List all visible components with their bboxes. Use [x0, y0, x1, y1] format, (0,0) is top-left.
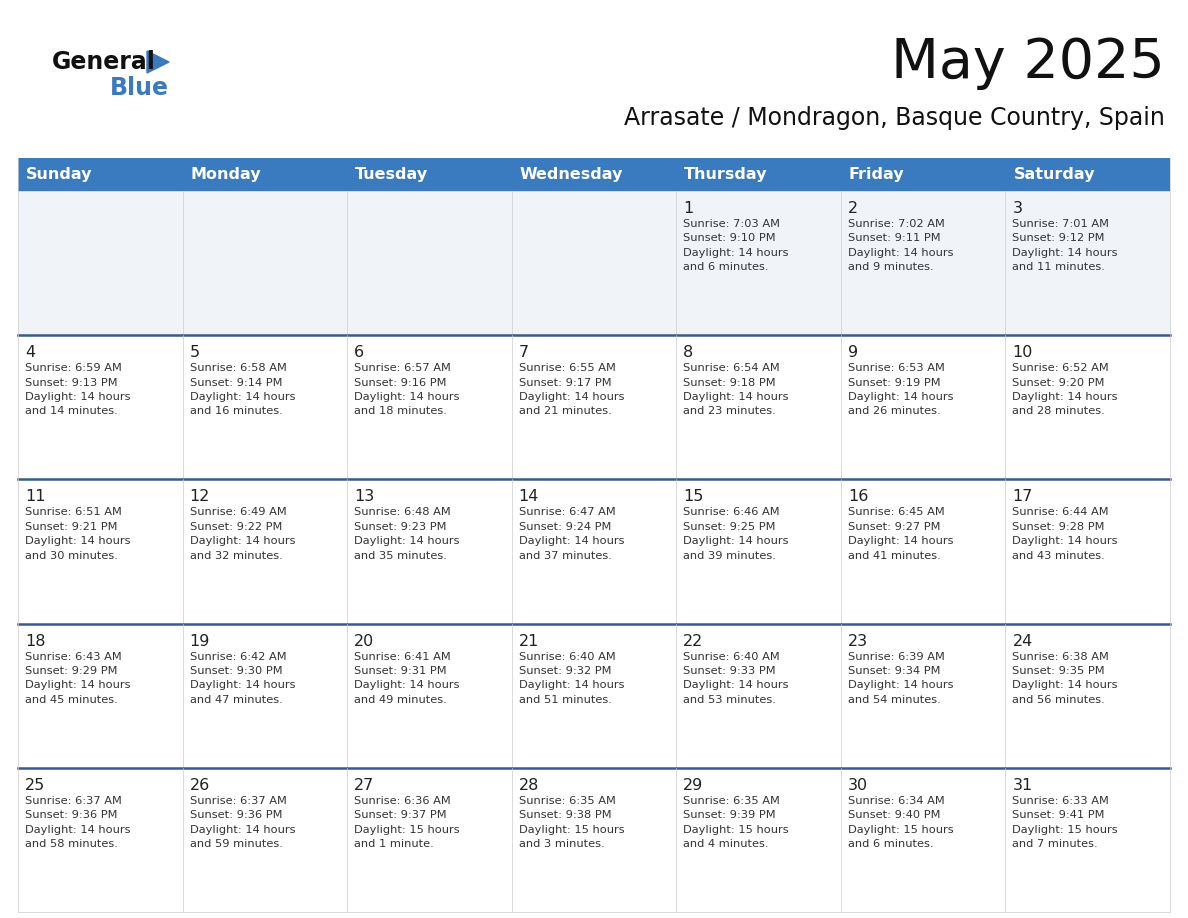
Text: Sunrise: 6:47 AM
Sunset: 9:24 PM
Daylight: 14 hours
and 37 minutes.: Sunrise: 6:47 AM Sunset: 9:24 PM Dayligh…	[519, 508, 624, 561]
Bar	[18, 158, 1170, 191]
Text: 16: 16	[848, 489, 868, 504]
Bar	[18, 191, 1170, 335]
Text: May 2025: May 2025	[891, 36, 1165, 90]
Text: Sunrise: 6:48 AM
Sunset: 9:23 PM
Daylight: 14 hours
and 35 minutes.: Sunrise: 6:48 AM Sunset: 9:23 PM Dayligh…	[354, 508, 460, 561]
Text: Sunday: Sunday	[26, 167, 93, 182]
Text: Sunrise: 6:42 AM
Sunset: 9:30 PM
Daylight: 14 hours
and 47 minutes.: Sunrise: 6:42 AM Sunset: 9:30 PM Dayligh…	[190, 652, 295, 705]
Text: Sunrise: 6:43 AM
Sunset: 9:29 PM
Daylight: 14 hours
and 45 minutes.: Sunrise: 6:43 AM Sunset: 9:29 PM Dayligh…	[25, 652, 131, 705]
Text: General: General	[52, 50, 156, 74]
Text: Arrasate / Mondragon, Basque Country, Spain: Arrasate / Mondragon, Basque Country, Sp…	[624, 106, 1165, 130]
Text: 30: 30	[848, 778, 868, 793]
Text: Sunrise: 6:44 AM
Sunset: 9:28 PM
Daylight: 14 hours
and 43 minutes.: Sunrise: 6:44 AM Sunset: 9:28 PM Dayligh…	[1012, 508, 1118, 561]
Bar	[18, 479, 1170, 623]
Bar	[18, 767, 1170, 912]
Text: Sunrise: 6:39 AM
Sunset: 9:34 PM
Daylight: 14 hours
and 54 minutes.: Sunrise: 6:39 AM Sunset: 9:34 PM Dayligh…	[848, 652, 953, 705]
Text: Friday: Friday	[849, 167, 904, 182]
Text: Sunrise: 6:46 AM
Sunset: 9:25 PM
Daylight: 14 hours
and 39 minutes.: Sunrise: 6:46 AM Sunset: 9:25 PM Dayligh…	[683, 508, 789, 561]
Text: Sunrise: 6:38 AM
Sunset: 9:35 PM
Daylight: 14 hours
and 56 minutes.: Sunrise: 6:38 AM Sunset: 9:35 PM Dayligh…	[1012, 652, 1118, 705]
Text: Sunrise: 6:53 AM
Sunset: 9:19 PM
Daylight: 14 hours
and 26 minutes.: Sunrise: 6:53 AM Sunset: 9:19 PM Dayligh…	[848, 364, 953, 417]
Text: Sunrise: 6:40 AM
Sunset: 9:32 PM
Daylight: 14 hours
and 51 minutes.: Sunrise: 6:40 AM Sunset: 9:32 PM Dayligh…	[519, 652, 624, 705]
Text: 23: 23	[848, 633, 868, 649]
Text: Sunrise: 6:37 AM
Sunset: 9:36 PM
Daylight: 14 hours
and 59 minutes.: Sunrise: 6:37 AM Sunset: 9:36 PM Dayligh…	[190, 796, 295, 849]
Text: 28: 28	[519, 778, 539, 793]
Text: Sunrise: 6:34 AM
Sunset: 9:40 PM
Daylight: 15 hours
and 6 minutes.: Sunrise: 6:34 AM Sunset: 9:40 PM Dayligh…	[848, 796, 954, 849]
Text: Sunrise: 6:59 AM
Sunset: 9:13 PM
Daylight: 14 hours
and 14 minutes.: Sunrise: 6:59 AM Sunset: 9:13 PM Dayligh…	[25, 364, 131, 417]
Text: Sunrise: 6:33 AM
Sunset: 9:41 PM
Daylight: 15 hours
and 7 minutes.: Sunrise: 6:33 AM Sunset: 9:41 PM Dayligh…	[1012, 796, 1118, 849]
Text: 5: 5	[190, 345, 200, 360]
Text: 25: 25	[25, 778, 45, 793]
Text: Sunrise: 7:02 AM
Sunset: 9:11 PM
Daylight: 14 hours
and 9 minutes.: Sunrise: 7:02 AM Sunset: 9:11 PM Dayligh…	[848, 219, 953, 273]
Text: Wednesday: Wednesday	[519, 167, 623, 182]
Text: 11: 11	[25, 489, 45, 504]
Text: Sunrise: 6:36 AM
Sunset: 9:37 PM
Daylight: 15 hours
and 1 minute.: Sunrise: 6:36 AM Sunset: 9:37 PM Dayligh…	[354, 796, 460, 849]
Text: 26: 26	[190, 778, 210, 793]
Text: 13: 13	[354, 489, 374, 504]
Text: Sunrise: 6:41 AM
Sunset: 9:31 PM
Daylight: 14 hours
and 49 minutes.: Sunrise: 6:41 AM Sunset: 9:31 PM Dayligh…	[354, 652, 460, 705]
Text: Sunrise: 6:55 AM
Sunset: 9:17 PM
Daylight: 14 hours
and 21 minutes.: Sunrise: 6:55 AM Sunset: 9:17 PM Dayligh…	[519, 364, 624, 417]
Text: Sunrise: 6:45 AM
Sunset: 9:27 PM
Daylight: 14 hours
and 41 minutes.: Sunrise: 6:45 AM Sunset: 9:27 PM Dayligh…	[848, 508, 953, 561]
Bar	[18, 335, 1170, 479]
Text: 22: 22	[683, 633, 703, 649]
Text: 3: 3	[1012, 201, 1023, 216]
Text: 1: 1	[683, 201, 694, 216]
Text: 12: 12	[190, 489, 210, 504]
Text: 15: 15	[683, 489, 703, 504]
Text: 9: 9	[848, 345, 858, 360]
Text: 4: 4	[25, 345, 36, 360]
Text: 8: 8	[683, 345, 694, 360]
Text: 27: 27	[354, 778, 374, 793]
Text: Thursday: Thursday	[684, 167, 767, 182]
Text: Saturday: Saturday	[1013, 167, 1095, 182]
Text: Sunrise: 6:57 AM
Sunset: 9:16 PM
Daylight: 14 hours
and 18 minutes.: Sunrise: 6:57 AM Sunset: 9:16 PM Dayligh…	[354, 364, 460, 417]
Text: Sunrise: 6:51 AM
Sunset: 9:21 PM
Daylight: 14 hours
and 30 minutes.: Sunrise: 6:51 AM Sunset: 9:21 PM Dayligh…	[25, 508, 131, 561]
Text: Sunrise: 7:03 AM
Sunset: 9:10 PM
Daylight: 14 hours
and 6 minutes.: Sunrise: 7:03 AM Sunset: 9:10 PM Dayligh…	[683, 219, 789, 273]
Text: 14: 14	[519, 489, 539, 504]
Text: Sunrise: 6:54 AM
Sunset: 9:18 PM
Daylight: 14 hours
and 23 minutes.: Sunrise: 6:54 AM Sunset: 9:18 PM Dayligh…	[683, 364, 789, 417]
Text: 24: 24	[1012, 633, 1032, 649]
Text: 10: 10	[1012, 345, 1032, 360]
Text: Sunrise: 6:52 AM
Sunset: 9:20 PM
Daylight: 14 hours
and 28 minutes.: Sunrise: 6:52 AM Sunset: 9:20 PM Dayligh…	[1012, 364, 1118, 417]
Text: 19: 19	[190, 633, 210, 649]
Text: Sunrise: 6:35 AM
Sunset: 9:39 PM
Daylight: 15 hours
and 4 minutes.: Sunrise: 6:35 AM Sunset: 9:39 PM Dayligh…	[683, 796, 789, 849]
Text: Sunrise: 7:01 AM
Sunset: 9:12 PM
Daylight: 14 hours
and 11 minutes.: Sunrise: 7:01 AM Sunset: 9:12 PM Dayligh…	[1012, 219, 1118, 273]
Text: Sunrise: 6:40 AM
Sunset: 9:33 PM
Daylight: 14 hours
and 53 minutes.: Sunrise: 6:40 AM Sunset: 9:33 PM Dayligh…	[683, 652, 789, 705]
Text: Sunrise: 6:58 AM
Sunset: 9:14 PM
Daylight: 14 hours
and 16 minutes.: Sunrise: 6:58 AM Sunset: 9:14 PM Dayligh…	[190, 364, 295, 417]
Text: 2: 2	[848, 201, 858, 216]
Text: 6: 6	[354, 345, 365, 360]
Text: 31: 31	[1012, 778, 1032, 793]
Text: 18: 18	[25, 633, 45, 649]
Text: 21: 21	[519, 633, 539, 649]
Text: 20: 20	[354, 633, 374, 649]
Polygon shape	[147, 51, 169, 73]
Text: 17: 17	[1012, 489, 1032, 504]
Text: 29: 29	[683, 778, 703, 793]
Text: Sunrise: 6:35 AM
Sunset: 9:38 PM
Daylight: 15 hours
and 3 minutes.: Sunrise: 6:35 AM Sunset: 9:38 PM Dayligh…	[519, 796, 625, 849]
Text: Tuesday: Tuesday	[355, 167, 428, 182]
Text: Monday: Monday	[190, 167, 261, 182]
Bar	[18, 623, 1170, 767]
Text: Sunrise: 6:37 AM
Sunset: 9:36 PM
Daylight: 14 hours
and 58 minutes.: Sunrise: 6:37 AM Sunset: 9:36 PM Dayligh…	[25, 796, 131, 849]
Text: 7: 7	[519, 345, 529, 360]
Text: Sunrise: 6:49 AM
Sunset: 9:22 PM
Daylight: 14 hours
and 32 minutes.: Sunrise: 6:49 AM Sunset: 9:22 PM Dayligh…	[190, 508, 295, 561]
Text: Blue: Blue	[110, 76, 169, 100]
